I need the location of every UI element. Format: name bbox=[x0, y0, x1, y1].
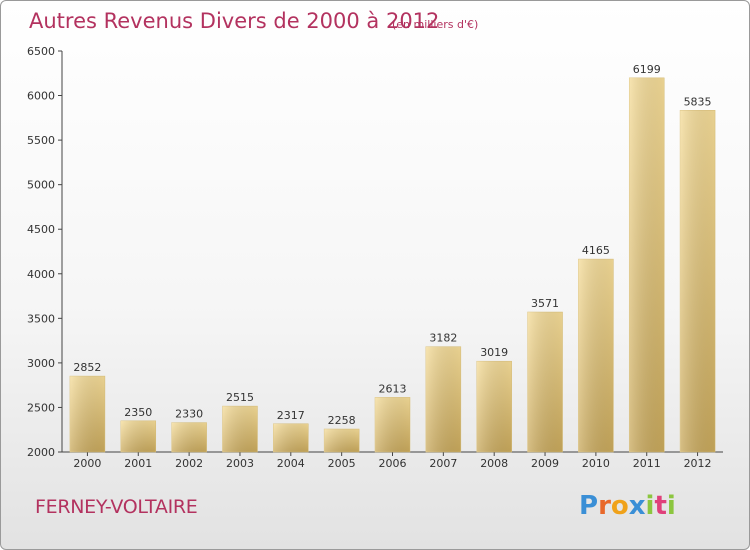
data-label: 2613 bbox=[379, 382, 407, 395]
data-label: 2350 bbox=[124, 406, 152, 419]
data-label: 2330 bbox=[175, 408, 203, 421]
bar-shade bbox=[425, 346, 461, 452]
x-tick-label: 2011 bbox=[633, 457, 661, 470]
data-label: 4165 bbox=[582, 244, 610, 257]
bar-shade bbox=[629, 77, 665, 452]
y-tick-label: 6500 bbox=[27, 45, 55, 58]
data-label: 3571 bbox=[531, 297, 559, 310]
x-tick-label: 2012 bbox=[684, 457, 712, 470]
logo-letter: P bbox=[579, 491, 599, 521]
y-tick-label: 4000 bbox=[27, 268, 55, 281]
data-label: 2258 bbox=[328, 414, 356, 427]
bar-shade bbox=[527, 312, 563, 452]
bar-shade bbox=[171, 422, 207, 452]
logo-letter: x bbox=[628, 491, 646, 521]
y-tick-label: 6000 bbox=[27, 90, 55, 103]
data-label: 3019 bbox=[480, 346, 508, 359]
y-tick-label: 5500 bbox=[27, 134, 55, 147]
data-label: 6199 bbox=[633, 63, 661, 76]
x-tick-label: 2002 bbox=[175, 457, 203, 470]
data-label: 3182 bbox=[429, 332, 457, 345]
x-tick-label: 2005 bbox=[328, 457, 356, 470]
x-tick-label: 2010 bbox=[582, 457, 610, 470]
bar-shade bbox=[273, 423, 309, 452]
data-label: 2317 bbox=[277, 409, 305, 422]
x-tick-label: 2006 bbox=[379, 457, 407, 470]
chart-title: Autres Revenus Divers de 2000 à 2012 bbox=[29, 9, 440, 33]
x-tick-label: 2000 bbox=[73, 457, 101, 470]
logo-letter: o bbox=[610, 491, 629, 521]
y-tick-label: 5000 bbox=[27, 179, 55, 192]
data-label: 2852 bbox=[73, 361, 101, 374]
logo-letter: r bbox=[598, 491, 611, 521]
proxiti-logo: Proxiti bbox=[579, 491, 676, 521]
y-tick-label: 4500 bbox=[27, 223, 55, 236]
logo-letter: i bbox=[645, 491, 655, 521]
chart-subtitle: (en milliers d'€) bbox=[392, 18, 479, 31]
bar-shade bbox=[120, 420, 156, 452]
bar-shade bbox=[578, 259, 614, 452]
logo-letter: t bbox=[654, 491, 667, 521]
x-tick-label: 2008 bbox=[480, 457, 508, 470]
bar-shade bbox=[69, 376, 105, 452]
y-tick-label: 3000 bbox=[27, 357, 55, 370]
x-tick-label: 2001 bbox=[124, 457, 152, 470]
x-tick-label: 2004 bbox=[277, 457, 305, 470]
bar-shade bbox=[222, 406, 258, 452]
city-name: FERNEY-VOLTAIRE bbox=[35, 496, 198, 518]
bar-shade bbox=[680, 110, 716, 453]
data-label: 5835 bbox=[684, 95, 712, 108]
y-tick-label: 2000 bbox=[27, 446, 55, 459]
y-tick-label: 3500 bbox=[27, 312, 55, 325]
x-tick-label: 2009 bbox=[531, 457, 559, 470]
y-tick-label: 2500 bbox=[27, 401, 55, 414]
x-tick-label: 2007 bbox=[429, 457, 457, 470]
bar-shade bbox=[476, 361, 512, 452]
x-tick-label: 2003 bbox=[226, 457, 254, 470]
bar-shade bbox=[324, 429, 360, 452]
data-label: 2515 bbox=[226, 391, 254, 404]
bar-shade bbox=[375, 397, 410, 452]
logo-letter: i bbox=[666, 491, 676, 521]
